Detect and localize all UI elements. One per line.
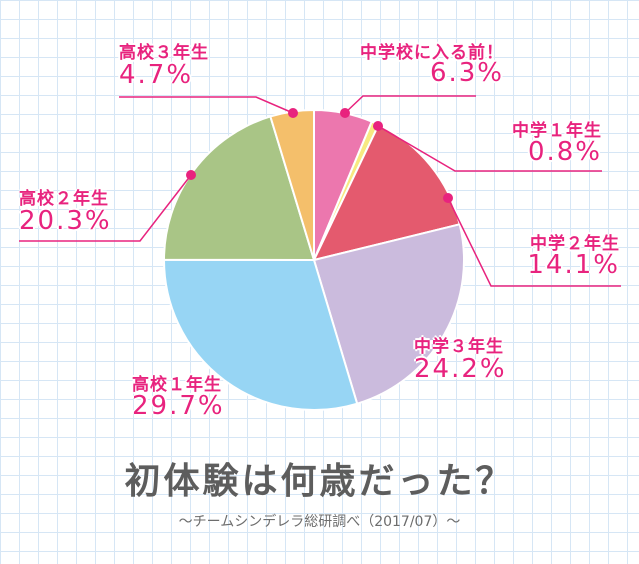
slice-label-name: 高校３年生 — [119, 43, 209, 63]
slice-label-name: 中学２年生 — [530, 234, 620, 254]
slice-label-value: 24.2% — [414, 354, 507, 384]
chart-title: 初体験は何歳だった？ — [124, 461, 515, 502]
pie-slice — [162, 115, 316, 262]
pie-slice — [312, 223, 465, 405]
slice-label-value: 6.3% — [429, 58, 504, 88]
leader-lines — [19, 95, 621, 287]
pie-slices — [162, 108, 465, 411]
slice-label-value: 4.7% — [119, 60, 194, 90]
leader-dot — [373, 121, 383, 131]
leader-line — [447, 197, 621, 287]
slice-label-name: 高校２年生 — [19, 189, 109, 209]
slice-label-value: 14.1% — [527, 250, 620, 280]
slice-label-name: 中学３年生 — [414, 337, 504, 357]
pie-slice — [162, 258, 359, 411]
slice-label-value: 20.3% — [19, 206, 112, 236]
slice-label-value: 0.8% — [527, 137, 602, 167]
leader-line — [119, 96, 294, 114]
leader-line — [377, 125, 602, 172]
leader-dot — [288, 108, 298, 118]
leader-dot — [340, 108, 350, 118]
leader-dot — [186, 170, 196, 180]
slice-label-name: 中学１年生 — [512, 121, 602, 141]
leader-dot — [443, 193, 453, 203]
slice-label-name: 中学校に入る前！ — [360, 43, 504, 63]
leader-line — [19, 174, 192, 242]
chart-subtitle: ～チームシンデレラ総研調べ（2017/07）～ — [178, 514, 461, 530]
slice-label-value: 29.7% — [132, 391, 225, 421]
leader-line — [344, 95, 476, 114]
slice-label-name: 高校１年生 — [132, 375, 222, 395]
